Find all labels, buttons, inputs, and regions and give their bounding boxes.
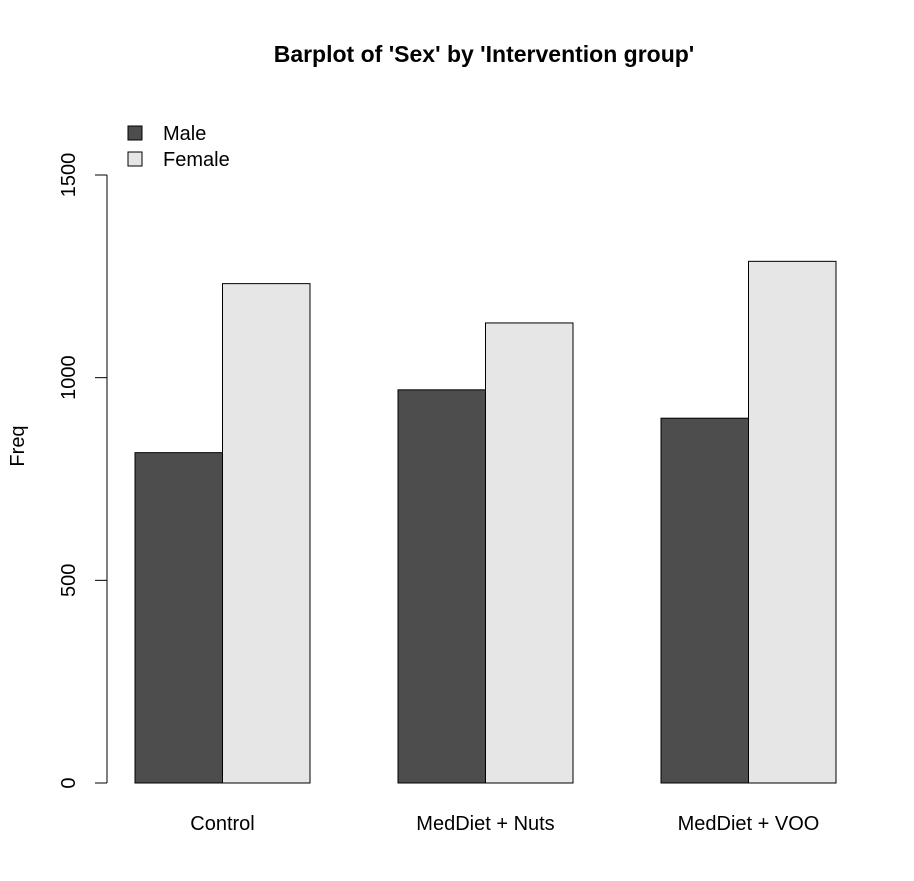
legend-swatch-male bbox=[127, 125, 143, 141]
bar-female-2 bbox=[748, 260, 837, 784]
x-tick-label: MedDiet + Nuts bbox=[416, 813, 554, 835]
bar-female-0 bbox=[222, 283, 311, 784]
chart-title: Barplot of 'Sex' by 'Intervention group' bbox=[274, 41, 695, 67]
x-tick-label: MedDiet + VOO bbox=[678, 813, 820, 835]
y-tick-label: 0 bbox=[58, 777, 80, 788]
bar-male-0 bbox=[134, 452, 223, 784]
bars-group bbox=[134, 260, 837, 784]
legend: Male Female bbox=[127, 123, 230, 171]
x-axis-labels: Control MedDiet + Nuts MedDiet + VOO bbox=[190, 813, 819, 835]
bar-male-1 bbox=[397, 389, 486, 784]
bar-male-2 bbox=[660, 417, 749, 784]
legend-label-male: Male bbox=[163, 123, 206, 145]
y-tick-label: 1000 bbox=[58, 355, 80, 400]
y-axis-label: Freq bbox=[7, 425, 29, 466]
legend-label-female: Female bbox=[163, 149, 230, 171]
x-tick-label: Control bbox=[190, 813, 254, 835]
y-tick-label: 1500 bbox=[58, 153, 80, 198]
legend-swatch-female bbox=[127, 151, 143, 167]
bar-female-1 bbox=[485, 322, 574, 784]
y-axis: 0 500 1000 1500 bbox=[58, 153, 108, 789]
y-tick-label: 500 bbox=[58, 564, 80, 597]
